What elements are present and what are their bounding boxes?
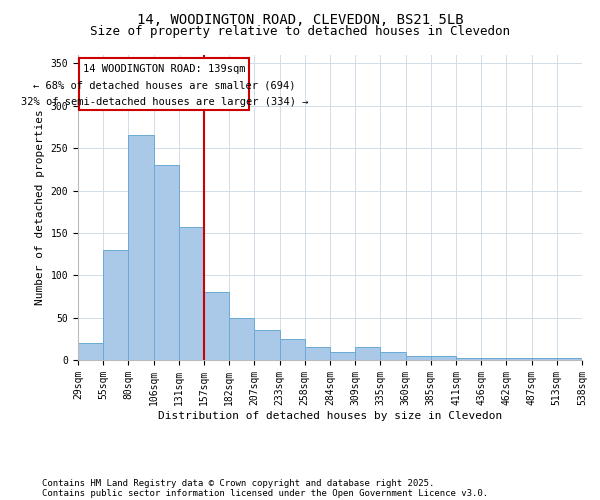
Text: 14, WOODINGTON ROAD, CLEVEDON, BS21 5LB: 14, WOODINGTON ROAD, CLEVEDON, BS21 5LB bbox=[137, 12, 463, 26]
FancyBboxPatch shape bbox=[79, 58, 250, 110]
Bar bbox=[154, 165, 179, 360]
Text: 32% of semi-detached houses are larger (334) →: 32% of semi-detached houses are larger (… bbox=[20, 96, 308, 106]
Bar bbox=[229, 318, 254, 360]
Bar bbox=[406, 356, 431, 360]
X-axis label: Distribution of detached houses by size in Clevedon: Distribution of detached houses by size … bbox=[158, 410, 502, 420]
Bar bbox=[506, 358, 532, 360]
Text: Contains public sector information licensed under the Open Government Licence v3: Contains public sector information licen… bbox=[42, 488, 488, 498]
Bar bbox=[532, 358, 557, 360]
Bar bbox=[330, 352, 355, 360]
Bar bbox=[128, 136, 154, 360]
Text: 14 WOODINGTON ROAD: 139sqm: 14 WOODINGTON ROAD: 139sqm bbox=[83, 64, 245, 74]
Bar bbox=[557, 358, 582, 360]
Bar bbox=[456, 358, 481, 360]
Bar bbox=[481, 358, 506, 360]
Bar bbox=[204, 292, 229, 360]
Text: ← 68% of detached houses are smaller (694): ← 68% of detached houses are smaller (69… bbox=[33, 80, 296, 90]
Bar bbox=[355, 348, 380, 360]
Y-axis label: Number of detached properties: Number of detached properties bbox=[35, 110, 45, 306]
Bar bbox=[280, 339, 305, 360]
Bar bbox=[78, 343, 103, 360]
Bar bbox=[254, 330, 280, 360]
Bar bbox=[179, 227, 204, 360]
Bar bbox=[103, 250, 128, 360]
Text: Contains HM Land Registry data © Crown copyright and database right 2025.: Contains HM Land Registry data © Crown c… bbox=[42, 478, 434, 488]
Bar bbox=[305, 348, 330, 360]
Bar bbox=[431, 356, 456, 360]
Bar bbox=[380, 352, 406, 360]
Text: Size of property relative to detached houses in Clevedon: Size of property relative to detached ho… bbox=[90, 25, 510, 38]
